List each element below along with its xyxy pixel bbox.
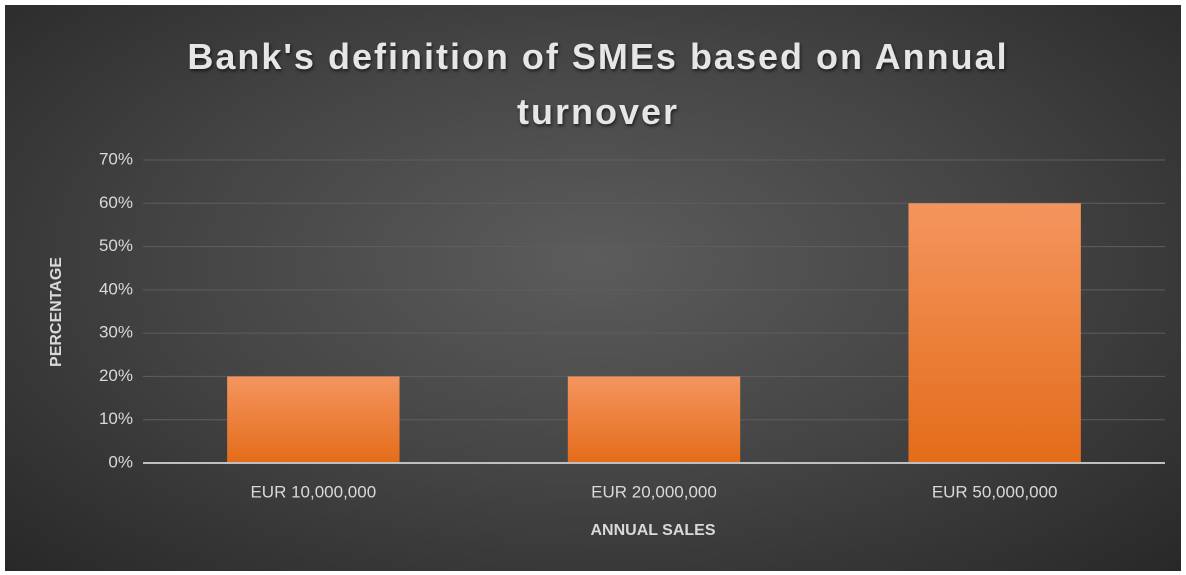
chart-svg: ANNUAL SALES PERCENTAGE 0% 10% 20% 30% 40% 50… [48,149,1165,539]
x-tick-label: EUR 10,000,000 [250,482,376,501]
x-tick-label: EUR 20,000,000 [591,482,717,501]
y-tick-label: 0% [108,452,133,471]
x-axis-title: ANNUAL SALES [590,522,715,539]
bar [567,376,741,463]
y-tick-label: 40% [99,279,133,298]
chart-title: Bank's definition of SMEs based on Annua… [187,36,1009,132]
bar [227,376,400,463]
y-tick-label: 30% [99,323,133,342]
y-axis-title: PERCENTAGE [48,257,65,367]
y-tick-label: 50% [99,236,133,255]
y-tick-label: 10% [99,409,133,428]
chart: ANNUAL SALES PERCENTAGE 0% 10% 20% 30% 40% 50… [5,5,1181,571]
y-tick-label: 20% [99,366,133,385]
y-tick-label: 70% [99,149,133,168]
y-tick-label: 60% [99,193,133,212]
bar [908,203,1081,464]
x-tick-label: EUR 50,000,000 [932,482,1058,501]
